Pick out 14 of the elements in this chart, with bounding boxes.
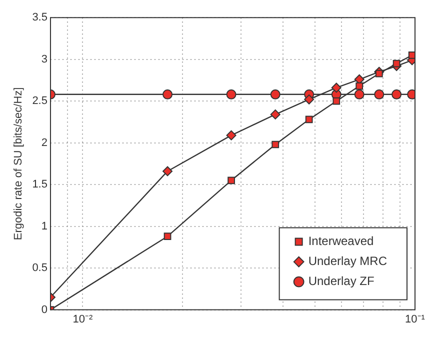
y-tick-label: 3.5	[32, 12, 48, 24]
legend-label: Underlay MRC	[308, 254, 388, 268]
legend-label: Underlay ZF	[308, 274, 374, 288]
y-tick-label: 2	[41, 136, 48, 149]
y-tick-label: 3	[41, 53, 48, 66]
y-tick-label: 0.5	[32, 262, 48, 274]
y-tick-label: 2.5	[32, 95, 48, 108]
y-axis-title: Ergodic rate of SU [bits/sec/Hz]	[12, 87, 25, 240]
legend-label: Interweaved	[308, 234, 374, 248]
y-tick-label: 1	[41, 220, 48, 232]
x-tick-label: 10⁻²	[72, 313, 93, 326]
x-tick-label: 10⁻¹	[405, 313, 426, 326]
y-tick-label: 1.5	[32, 178, 48, 191]
y-tick-label: 0	[41, 304, 48, 316]
